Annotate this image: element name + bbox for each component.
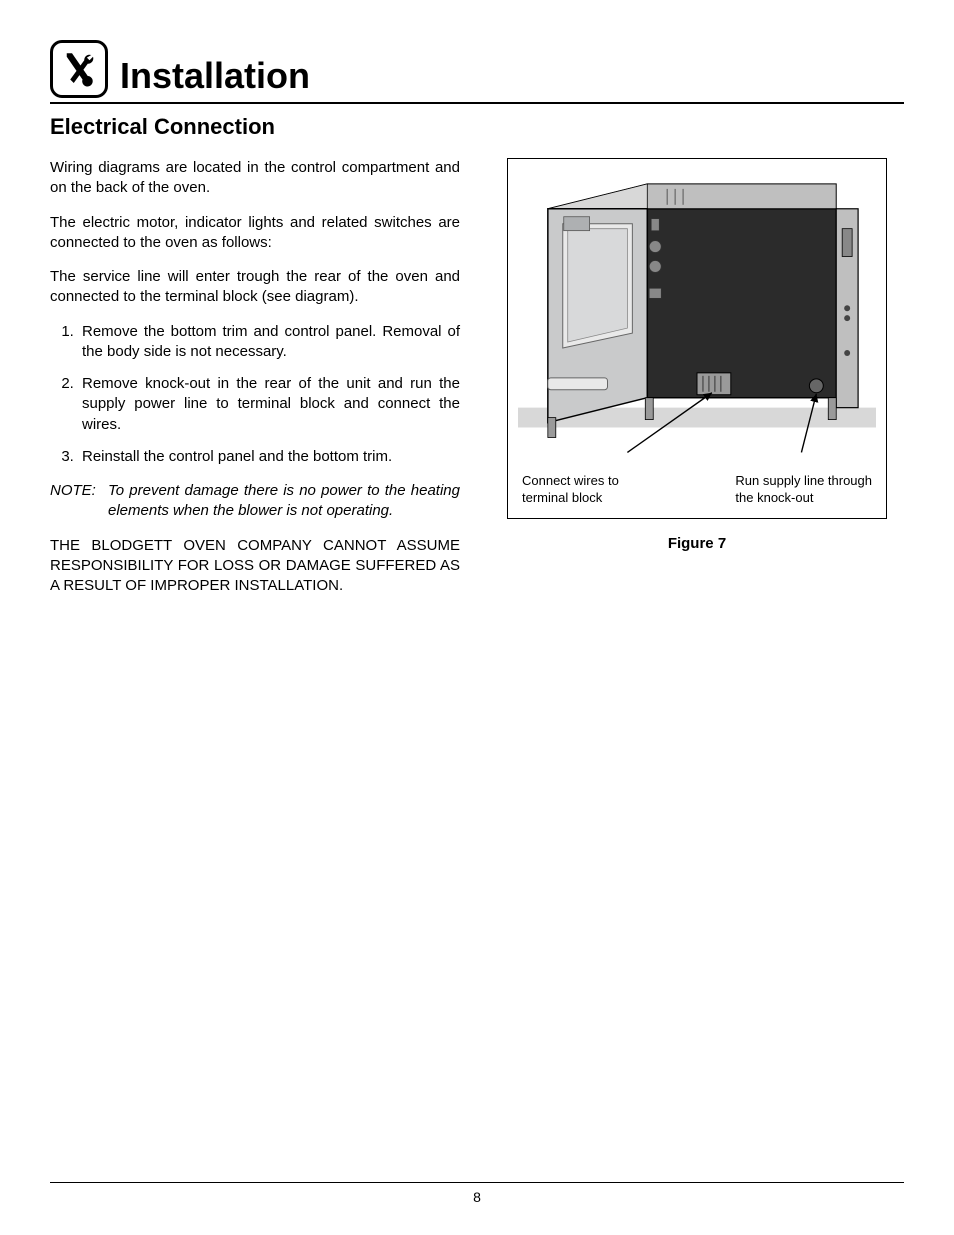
figure-caption: Figure 7 <box>668 535 726 552</box>
figure-labels: Connect wires to terminal block Run supp… <box>518 473 876 506</box>
content-columns: Wiring diagrams are located in the contr… <box>50 158 904 610</box>
page-footer: 8 <box>50 1182 904 1205</box>
document-page: Installation Electrical Connection Wirin… <box>0 0 954 1235</box>
list-item: Remove knock-out in the rear of the unit… <box>78 374 460 435</box>
figure-label-left: Connect wires to terminal block <box>522 473 619 506</box>
figure-box: Connect wires to terminal block Run supp… <box>507 158 887 519</box>
figure-label-text: Run supply line through <box>735 473 872 488</box>
oven-diagram <box>518 169 876 467</box>
section-title: Installation <box>120 58 310 98</box>
paragraph: The electric motor, indicator lights and… <box>50 213 460 254</box>
note-label: NOTE: <box>50 481 108 522</box>
section-header: Installation <box>50 40 904 98</box>
figure-label-text: Connect wires to <box>522 473 619 488</box>
figure-label-text: terminal block <box>522 490 602 505</box>
note-block: NOTE: To prevent damage there is no powe… <box>50 481 460 522</box>
paragraph: The service line will enter trough the r… <box>50 267 460 308</box>
list-item: Remove the bottom trim and control panel… <box>78 322 460 363</box>
figure-label-text: the knock-out <box>735 490 813 505</box>
note-body: To prevent damage there is no power to t… <box>108 481 460 522</box>
page-number: 8 <box>473 1189 481 1205</box>
text-column: Wiring diagrams are located in the contr… <box>50 158 460 610</box>
figure-label-right: Run supply line through the knock-out <box>735 473 872 506</box>
screwdriver-wrench-icon <box>50 40 108 98</box>
header-divider <box>50 102 904 104</box>
list-item: Reinstall the control panel and the bott… <box>78 447 460 467</box>
subsection-title: Electrical Connection <box>50 114 904 140</box>
figure-column: Connect wires to terminal block Run supp… <box>490 158 904 610</box>
step-list: Remove the bottom trim and control panel… <box>50 322 460 468</box>
paragraph: Wiring diagrams are located in the contr… <box>50 158 460 199</box>
disclaimer-text: THE BLODGETT OVEN COMPANY CANNOT ASSUME … <box>50 536 460 597</box>
